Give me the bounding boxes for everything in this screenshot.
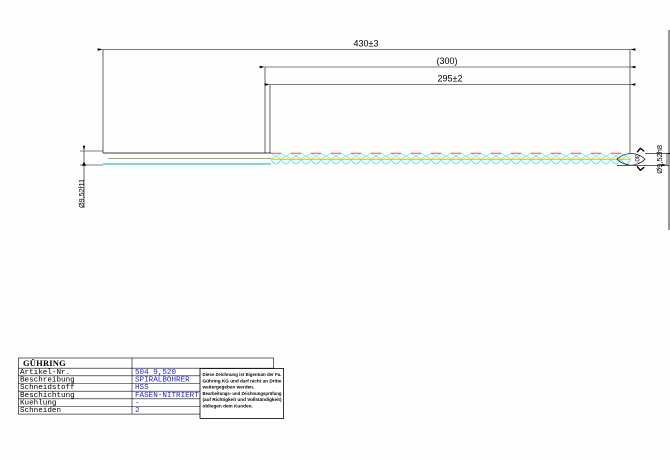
svg-text:GÜHRING: GÜHRING bbox=[23, 358, 66, 368]
svg-text:2: 2 bbox=[135, 407, 140, 415]
svg-text:295±2: 295±2 bbox=[438, 74, 463, 84]
svg-text:Diese Zeichnung ist Eigentum d: Diese Zeichnung ist Eigentum der Fa. bbox=[203, 372, 282, 377]
svg-text:430±3: 430±3 bbox=[354, 39, 379, 49]
svg-text:(auf Richtigkeit und Vollständ: (auf Richtigkeit und Vollständigkeit) bbox=[203, 397, 282, 402]
svg-text:30°: 30° bbox=[633, 155, 639, 165]
svg-text:Gühring KG und darf nicht an D: Gühring KG und darf nicht an Dritte bbox=[203, 378, 282, 383]
svg-text:Ø9,52f11: Ø9,52f11 bbox=[77, 179, 86, 208]
svg-text:weitergegeben werden.: weitergegeben werden. bbox=[202, 385, 255, 390]
svg-text:FASEN-NITRIERT: FASEN-NITRIERT bbox=[135, 392, 199, 400]
svg-text:Schneiden: Schneiden bbox=[20, 407, 61, 415]
svg-text:Bearbeitungs- und Zeichnungspr: Bearbeitungs- und Zeichnungsprüfung bbox=[203, 391, 282, 396]
svg-text:Ø9,52h8: Ø9,52h8 bbox=[655, 145, 664, 174]
svg-text:obliegen dem Kunden.: obliegen dem Kunden. bbox=[203, 404, 253, 409]
svg-text:(300): (300) bbox=[436, 56, 457, 66]
